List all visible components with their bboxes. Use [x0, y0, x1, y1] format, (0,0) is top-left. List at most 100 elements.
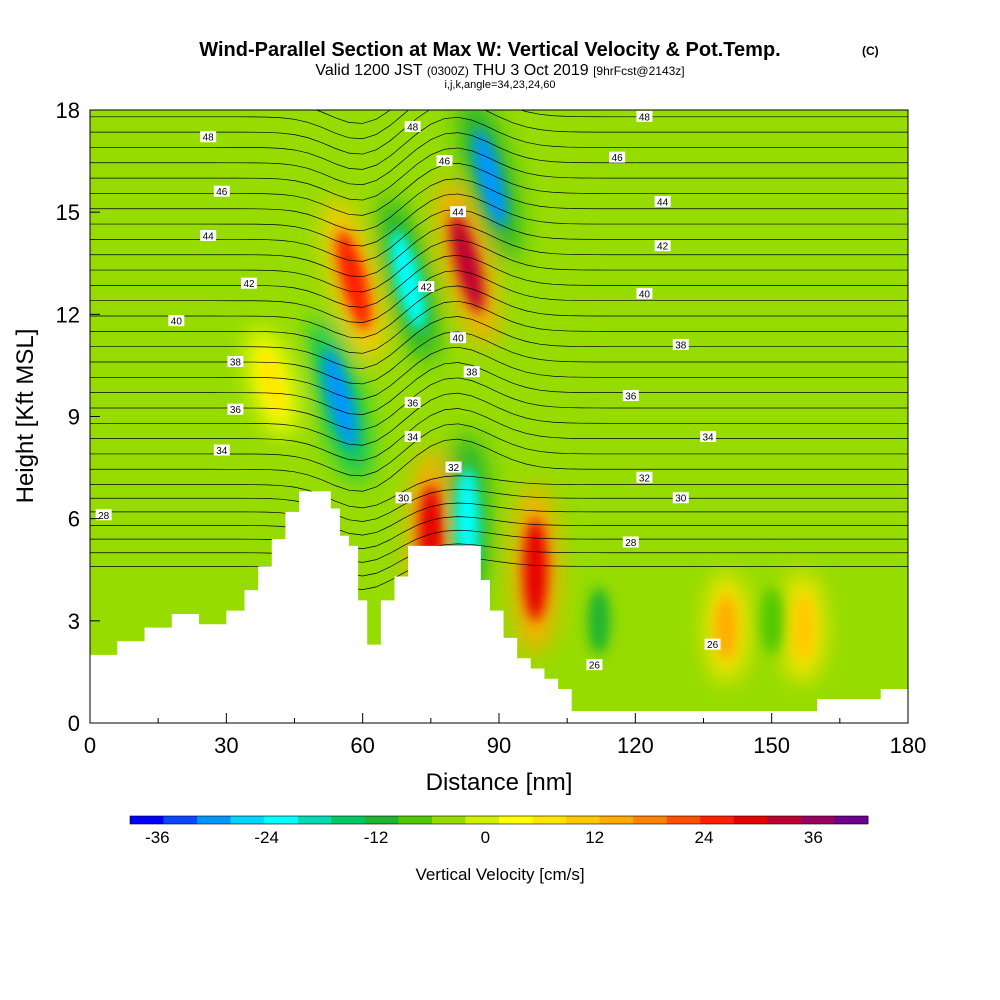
x-axis-label: Distance [nm]: [426, 769, 573, 796]
colorbar-swatch: [465, 816, 500, 824]
isentrope-line: [90, 300, 908, 354]
y-axis: 0 3 6 9 12 15 18: [56, 98, 100, 736]
valid-text-d: [9hrFcst@2143z]: [593, 64, 685, 78]
isentrope-label: 36: [622, 390, 639, 403]
isentrope-line: [90, 193, 908, 247]
isentrope-label-bg: [213, 185, 230, 197]
isentrope-label: 48: [200, 131, 217, 144]
colorbar-swatch: [130, 816, 164, 824]
isentrope-line: [90, 316, 908, 369]
terrain: [90, 491, 908, 723]
isentrope-label-bg: [445, 461, 462, 473]
isentrope-labels: 48 46 44 42 40 38 36 34 28 48 46 44 42 40 38 36 34 32 30 48…: [95, 110, 721, 672]
colorbar-swatch: [566, 816, 601, 824]
y-tick-label: 12: [56, 302, 80, 327]
title-main: Wind-Parallel Section at Max W: Vertical…: [199, 39, 780, 61]
isentrope-label-text: 38: [466, 368, 478, 379]
colorbar-swatch: [499, 816, 533, 824]
isentrope-line: [90, 110, 908, 155]
colorbar-swatch: [700, 816, 735, 824]
isentrope-line: [90, 254, 908, 308]
isentrope-label-bg: [227, 356, 244, 368]
isentrope-label-bg: [622, 536, 639, 548]
colorbar-swatch: [633, 816, 668, 824]
isentrope-label-bg: [95, 509, 112, 521]
colorbar-swatch: [331, 816, 366, 824]
isentrope-label-text: 44: [657, 197, 669, 208]
isentrope-label-text: 40: [639, 289, 651, 300]
isentrope-label-bg: [168, 315, 185, 327]
x-tick-label: 60: [350, 733, 374, 758]
isentrope-line: [90, 438, 908, 492]
isentrope-label-text: 36: [407, 398, 419, 409]
y-tick-label: 18: [56, 98, 80, 123]
isentrope-line: [90, 239, 908, 293]
isentrope-label: 44: [654, 195, 671, 208]
colorbar-swatch: [431, 816, 466, 824]
isentrope-label-bg: [450, 332, 467, 344]
isentrope-label: 38: [672, 338, 689, 351]
isentrope-label: 42: [418, 281, 435, 294]
title-suffix: (C): [862, 44, 879, 58]
x-tick-label: 30: [214, 733, 238, 758]
isentrope-label-text: 46: [439, 157, 451, 168]
valid-text-b: (0300Z): [427, 64, 469, 78]
isentrope-label: 40: [636, 287, 653, 300]
isentrope-label-bg: [404, 121, 421, 133]
velocity-cell-core: [760, 587, 783, 654]
isentrope-label-bg: [450, 206, 467, 218]
y-tick-label: 9: [68, 405, 80, 430]
isentrope-label-text: 42: [657, 242, 669, 253]
x-axis: 0 30 60 90 120 150 180: [84, 713, 926, 758]
isentrope-label: 36: [404, 396, 421, 409]
isentrope-label-text: 42: [421, 283, 433, 294]
isentrope-label-text: 26: [589, 661, 601, 672]
isentrope-label-bg: [672, 338, 689, 350]
isentrope-label-text: 32: [448, 463, 460, 474]
isentrope-label-text: 28: [625, 538, 637, 549]
isentrope-label: 32: [445, 461, 462, 474]
isentrope-label-text: 46: [612, 153, 624, 164]
colorbar-tick-label: 36: [804, 828, 823, 847]
isentrope-label: 38: [463, 366, 480, 379]
velocity-cell-core: [792, 594, 815, 661]
isentrope-label-text: 34: [407, 432, 419, 443]
isentrope-label: 30: [672, 492, 689, 505]
isentrope-line: [90, 392, 908, 446]
isentrope-label: 34: [404, 430, 421, 443]
velocity-cell-core: [322, 349, 357, 450]
isentrope-label-text: 36: [230, 405, 242, 416]
valid-text-a: Valid 1200 JST: [315, 62, 423, 79]
isentrope-line: [90, 208, 908, 262]
isentrope-line: [90, 489, 908, 522]
isentrope-label: 36: [227, 403, 244, 416]
isentrope-line: [90, 285, 908, 339]
velocity-cell-core: [523, 518, 548, 621]
colorbar-frame: [129, 815, 869, 825]
plot-area: 48 46 44 42 40 38 36 34 28 48 46 44 42 40 38 36 34 32 30 48…: [90, 96, 908, 723]
colorbar-label: Vertical Velocity [cm/s]: [415, 865, 584, 884]
isentrope-label: 30: [395, 492, 412, 505]
isentrope-label-bg: [404, 430, 421, 442]
colorbar-tick-label: -36: [145, 828, 170, 847]
isentrope-label: 28: [622, 536, 639, 549]
y-axis-label: Height [Kft MSL]: [12, 329, 39, 504]
isentrope-line: [90, 224, 908, 278]
isentrope-label-text: 34: [702, 432, 714, 443]
isentrope-label-text: 38: [675, 340, 687, 351]
isentrope-label-text: 44: [453, 208, 465, 219]
isentrope-label-text: 30: [398, 494, 410, 505]
isentrope-label-bg: [418, 281, 435, 293]
isentrope-label: 32: [636, 471, 653, 484]
valid-time: Valid 1200 JST (0300Z) THU 3 Oct 2019 [9…: [315, 62, 684, 79]
y-tick-label: 15: [56, 200, 80, 225]
isentrope-line: [90, 362, 908, 415]
isentrope-label-text: 46: [216, 187, 228, 198]
isentrope-label-bg: [227, 403, 244, 415]
isentrope-label: 42: [654, 240, 671, 253]
colorbar-tick-label: 0: [481, 828, 490, 847]
isentrope-line: [90, 270, 908, 323]
valid-text-c: THU 3 Oct 2019: [473, 62, 589, 79]
velocity-cell-core: [472, 128, 507, 228]
isentrope-line: [90, 96, 908, 108]
